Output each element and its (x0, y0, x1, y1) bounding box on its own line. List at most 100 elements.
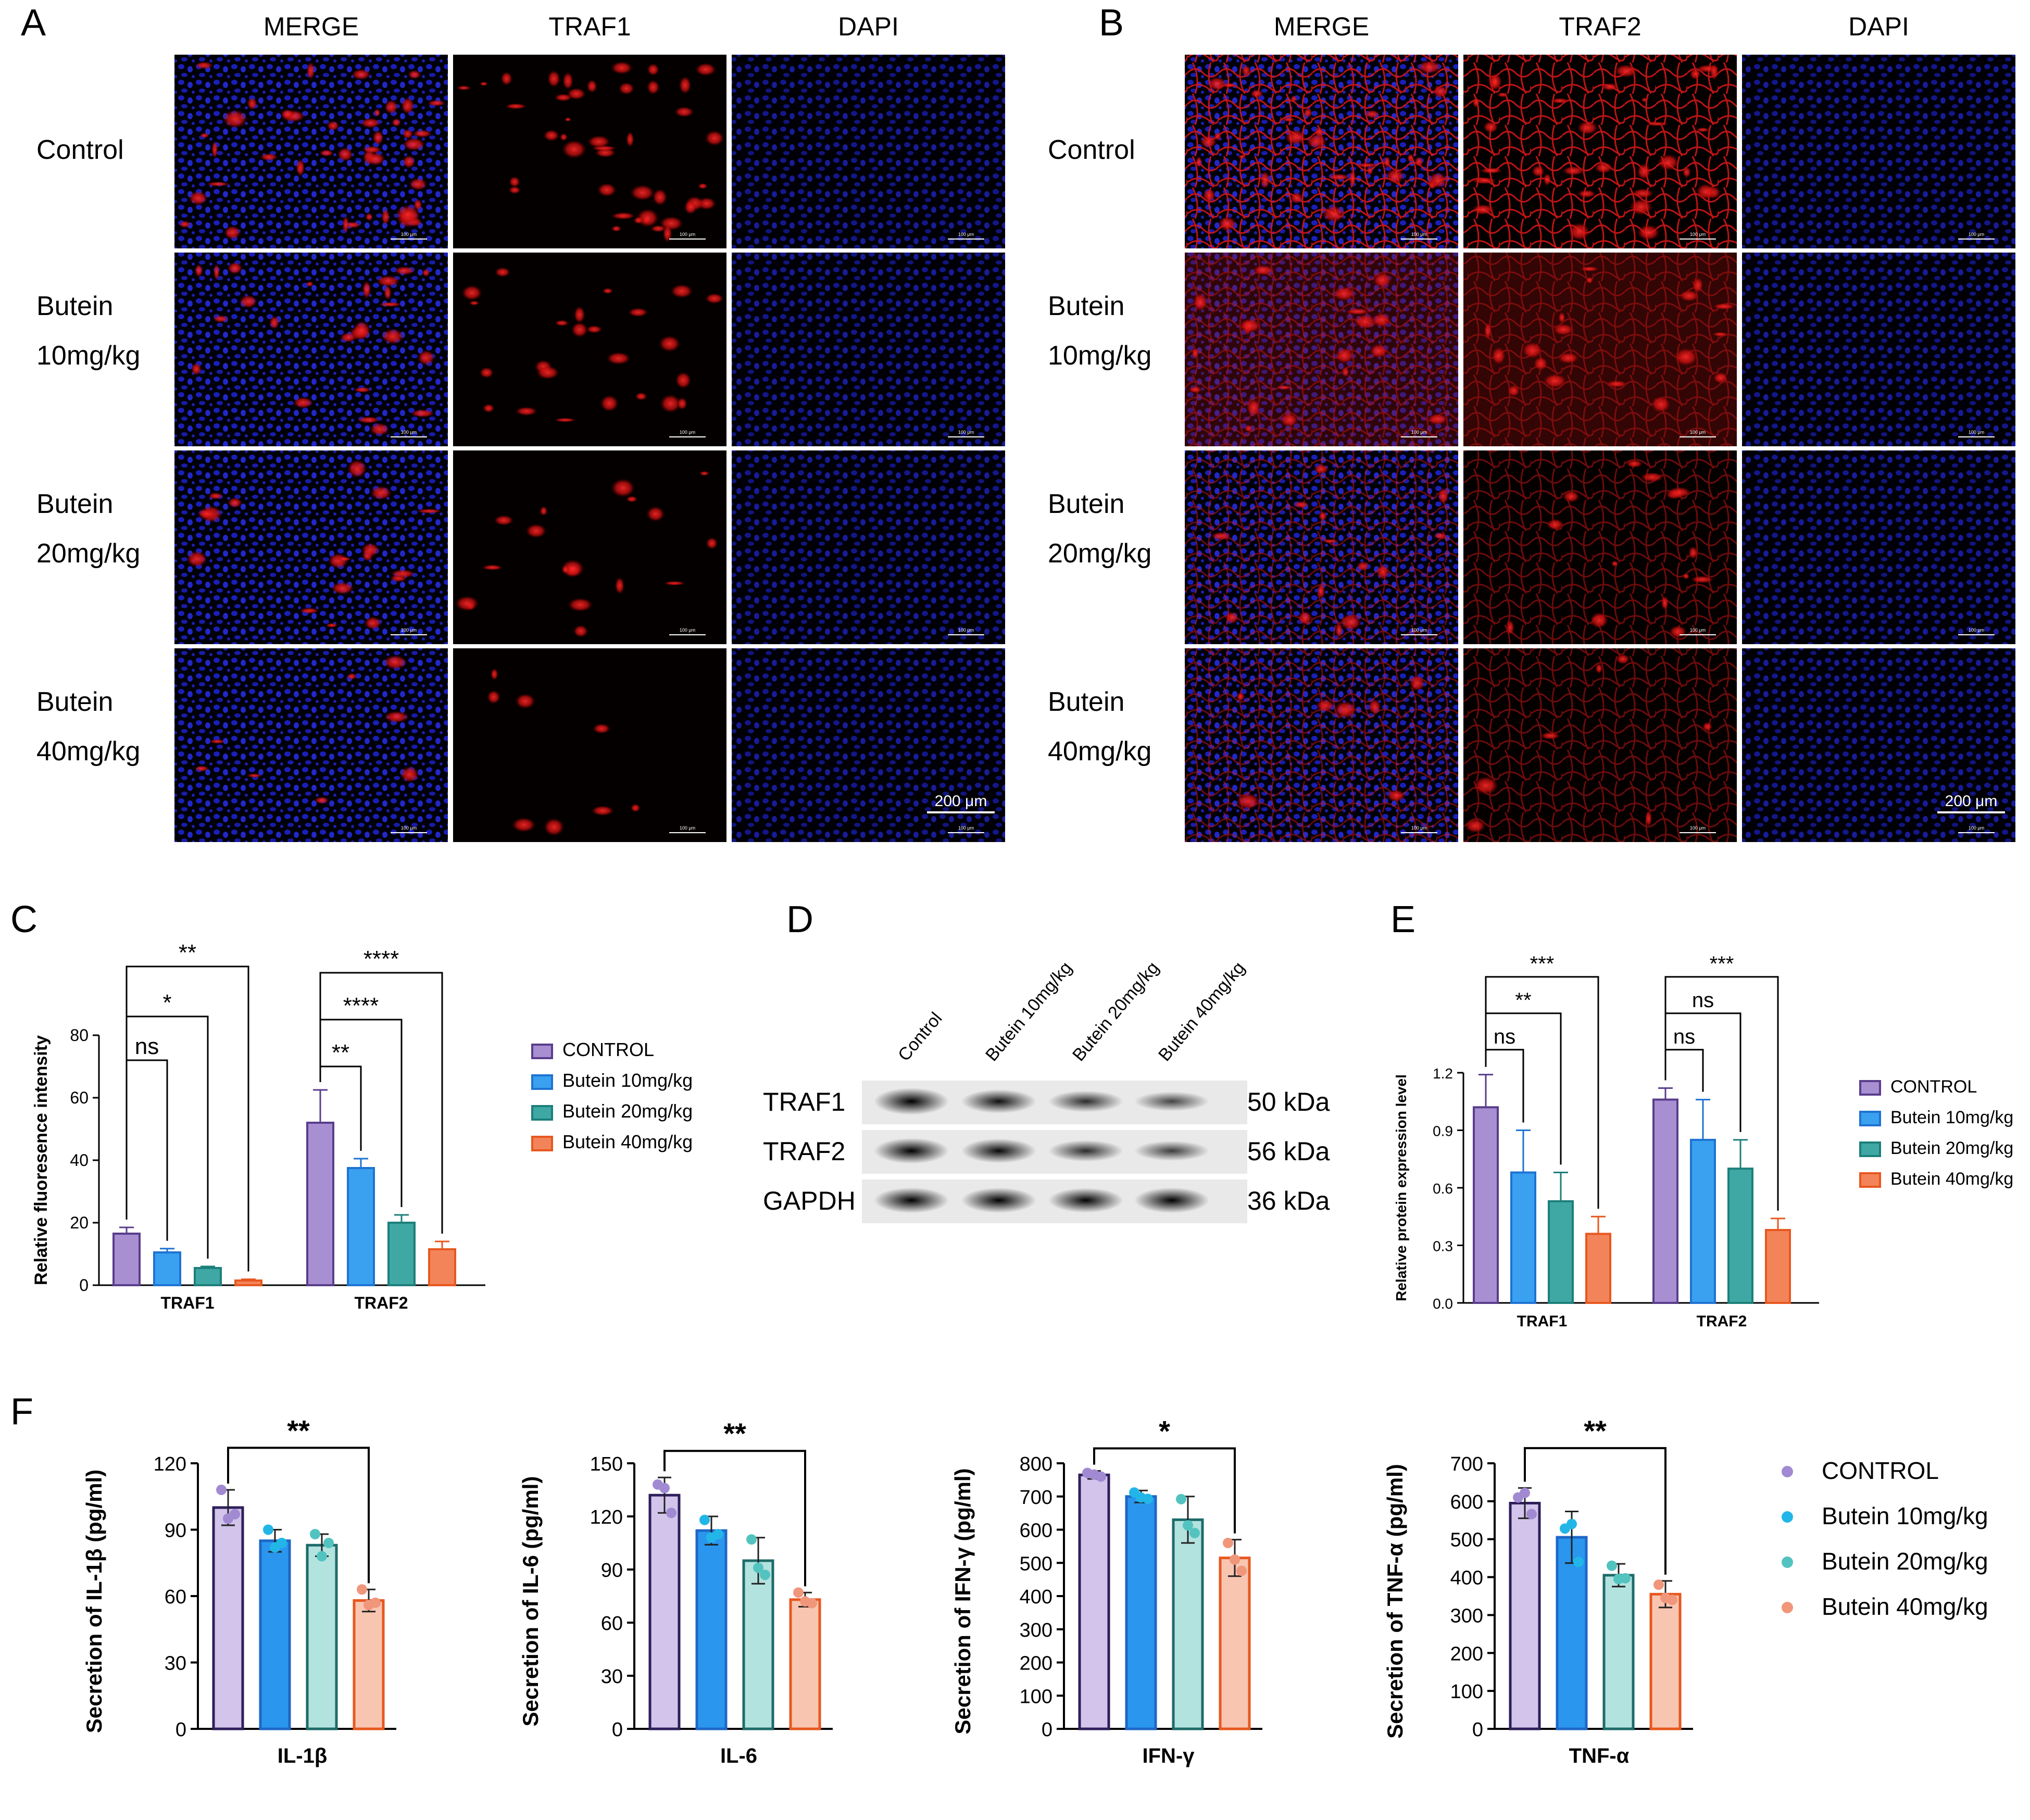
y-tick-label: 60 (165, 1586, 186, 1608)
data-point (1526, 1509, 1537, 1520)
signal-spot (573, 625, 588, 637)
legend-swatch (1859, 1111, 1881, 1126)
y-tick-label: 0.9 (1433, 1123, 1453, 1139)
data-point (1573, 1557, 1584, 1567)
micrograph-tile: 100 μm (1463, 450, 1737, 644)
data-point (1230, 1554, 1240, 1565)
data-point (713, 1529, 723, 1539)
micrograph-tile: 100 μm (453, 648, 726, 842)
scale-bar-label: 200 μm (1945, 793, 1998, 810)
signal-spot (630, 185, 655, 201)
signal-spot (1367, 166, 1373, 175)
signal-spot (1710, 63, 1719, 80)
signal-spot (1614, 64, 1638, 78)
category-label: TRAF2 (1697, 1313, 1747, 1330)
signal-spot (516, 407, 537, 416)
legend-swatch (531, 1044, 553, 1059)
signal-spot (1433, 532, 1447, 540)
row-label: Butein (36, 291, 113, 321)
data-point (1567, 1518, 1577, 1529)
row-label: Butein (1048, 291, 1124, 321)
legend-label: Butein 20mg/kg (562, 1100, 693, 1122)
tile-bg (174, 450, 448, 644)
column-header: DAPI (838, 12, 899, 41)
signal-spot (1668, 487, 1691, 498)
data-point (370, 1597, 381, 1608)
data-point (323, 1538, 334, 1548)
signal-spot (194, 263, 203, 278)
signal-spot (362, 281, 371, 299)
signal-spot (1373, 272, 1392, 288)
signal-spot (1224, 611, 1239, 624)
signal-spot (1657, 154, 1680, 171)
tile-scale-label: 100 μm (1690, 232, 1706, 237)
signal-spot (1532, 165, 1545, 177)
signal-spot (1282, 117, 1296, 122)
signal-spot (1629, 198, 1653, 216)
signal-spot (1306, 134, 1327, 149)
legend-label: Butein 20mg/kg (1890, 1138, 2013, 1158)
y-axis-label: Secretion of IL-6 (pg/ml) (518, 1476, 543, 1727)
significance-label: **** (364, 946, 399, 972)
signal-spot (422, 269, 430, 277)
significance-bracket (319, 972, 443, 1234)
y-tick-label: 0 (1042, 1719, 1052, 1741)
signal-spot (705, 293, 724, 304)
significance-label: ** (1584, 1414, 1607, 1447)
signal-spot (325, 623, 338, 628)
tile-scale-label: 100 μm (401, 825, 417, 831)
signal-spot (1322, 539, 1339, 544)
signal-spot (1409, 674, 1425, 692)
signal-spot (1645, 810, 1652, 827)
y-tick-label: 120 (154, 1453, 186, 1475)
blot-band (874, 1138, 949, 1164)
micrograph-tile: 100 μm (1742, 648, 2015, 842)
signal-spot (1562, 166, 1585, 175)
signal-spot (1626, 459, 1643, 468)
micrograph-tile: 100 μm (174, 253, 448, 446)
signal-spot (597, 183, 617, 197)
y-tick-label: 700 (1020, 1487, 1052, 1509)
y-tick-label: 0 (79, 1276, 89, 1295)
signal-spot (412, 130, 432, 138)
tile-scale-label: 100 μm (401, 232, 417, 237)
signal-spot (381, 208, 390, 225)
signal-spot (1632, 188, 1654, 198)
signal-spot (698, 183, 708, 189)
signal-spot (227, 262, 243, 274)
data-point (1189, 1527, 1200, 1538)
signal-spot (679, 76, 692, 94)
significance-bracket (126, 1059, 168, 1241)
row-label: 40mg/kg (1048, 736, 1151, 767)
signal-spot (586, 325, 603, 333)
legend-swatch (1859, 1141, 1881, 1157)
bar (1652, 1098, 1678, 1304)
signal-spot (1595, 663, 1603, 674)
signal-spot (1236, 692, 1245, 701)
signal-spot (1580, 266, 1599, 272)
signal-spot (293, 397, 314, 409)
bar (1078, 1473, 1110, 1730)
bar (789, 1598, 821, 1730)
tile-bg (1742, 648, 2015, 842)
signal-spot (1383, 156, 1391, 168)
signal-spot (1285, 129, 1306, 146)
signal-spot (1193, 293, 1208, 311)
signal-spot (1333, 286, 1356, 301)
legend-label: CONTROL (562, 1039, 654, 1060)
legend-label: Butein 40mg/kg (1890, 1169, 2013, 1189)
panel-letter-b: B (1099, 2, 1124, 44)
micrograph-tile: 100 μm (174, 648, 448, 842)
signal-spot (1661, 595, 1669, 610)
signal-spot (1290, 95, 1297, 103)
significance-label: ** (332, 1040, 349, 1065)
signal-spot (417, 349, 435, 366)
signal-spot (600, 395, 619, 412)
column-header: MERGE (1274, 12, 1369, 41)
panel-letter-d: D (786, 899, 813, 940)
column-header: TRAF2 (1559, 12, 1641, 41)
y-tick-label: 300 (1450, 1605, 1483, 1627)
y-tick-label: 400 (1020, 1586, 1052, 1608)
signal-spot (384, 285, 392, 300)
bar (194, 1267, 222, 1286)
